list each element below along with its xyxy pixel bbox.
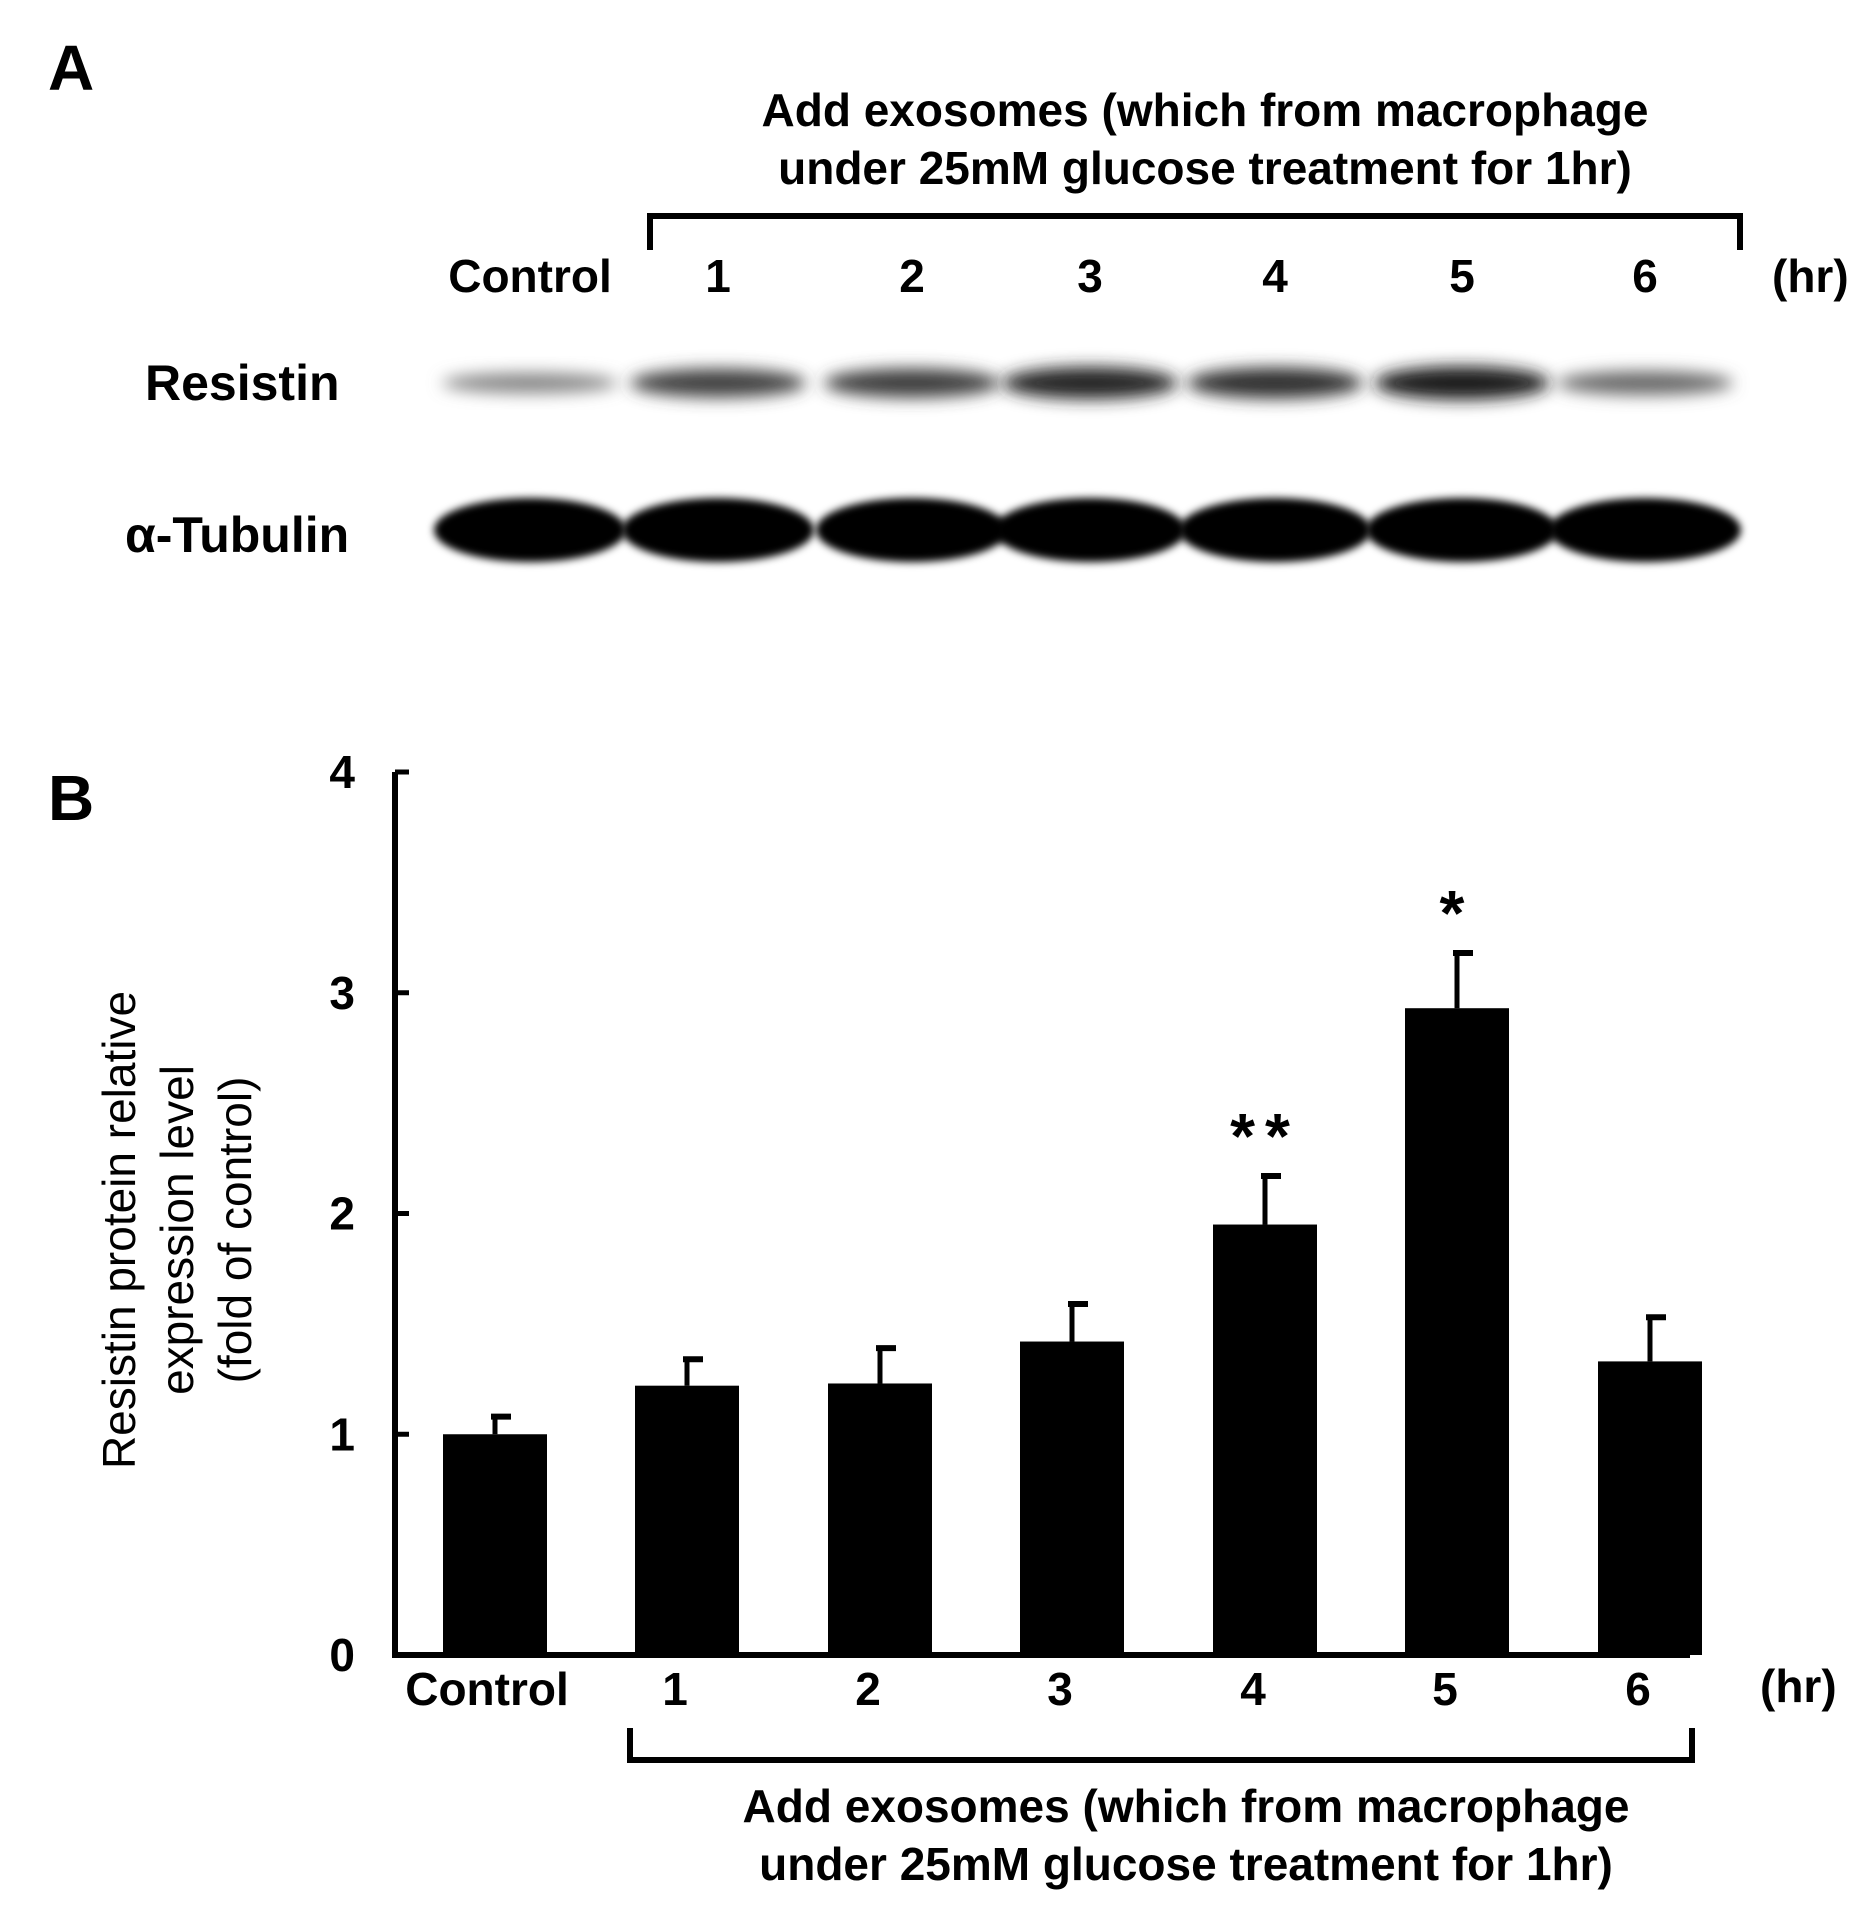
panel-b-letter: B (48, 762, 94, 834)
x-tick-label: 1 (662, 1663, 688, 1715)
y-axis-label: Resistin protein relative expression lev… (93, 991, 261, 1469)
x-tick-label: 4 (1240, 1663, 1266, 1715)
x-tick-label: Control (405, 1663, 569, 1715)
y-axis-ticks: 0 1 2 3 4 (329, 746, 409, 1681)
blot-lane-label: 2 (899, 250, 925, 302)
blot-tubulin-row (434, 498, 1741, 562)
bar (1213, 1224, 1317, 1655)
blot-band-resistin (1002, 366, 1178, 400)
blot-band-resistin (1557, 371, 1733, 395)
y-tick-label: 0 (329, 1629, 355, 1681)
bar (1405, 1008, 1509, 1655)
blot-lane-label: 3 (1077, 250, 1103, 302)
blot-band-tubulin (1179, 498, 1371, 562)
blot-band-tubulin (622, 498, 814, 562)
bar (443, 1434, 547, 1655)
blot-lane-label: Control (448, 250, 612, 302)
blot-band-tubulin (434, 498, 626, 562)
y-tick-label: 3 (329, 967, 355, 1019)
x-tick-label: 5 (1432, 1663, 1458, 1715)
blot-band-tubulin (816, 498, 1008, 562)
panel-a-treatment-line1: Add exosomes (which from macrophage (762, 84, 1649, 136)
bar (828, 1383, 932, 1655)
x-tick-label: 2 (855, 1663, 881, 1715)
panel-b-treatment-line2: under 25mM glucose treatment for 1hr) (759, 1838, 1613, 1890)
blot-band-tubulin (994, 498, 1186, 562)
panel-a-treatment-bracket (647, 213, 1743, 250)
panel-a-unit-label: (hr) (1772, 250, 1849, 302)
panel-a: A Add exosomes (which from macrophage un… (48, 32, 1849, 563)
blot-lane-label: 4 (1262, 250, 1288, 302)
bar (1598, 1361, 1702, 1655)
blot-row-label-resistin: Resistin (145, 355, 340, 411)
bar-series: *** (443, 877, 1702, 1655)
y-tick-label: 4 (329, 746, 355, 798)
blot-band-resistin (442, 372, 618, 394)
bar (635, 1385, 739, 1655)
y-axis-label-line2: expression level (151, 1065, 203, 1395)
y-axis-label-line3: (fold of control) (209, 1077, 261, 1384)
bar (1020, 1341, 1124, 1655)
blot-band-resistin (1374, 366, 1550, 400)
blot-lane-label: 5 (1449, 250, 1475, 302)
panel-b-treatment-bracket (627, 1728, 1695, 1763)
significance-label: * (1440, 877, 1475, 949)
blot-band-tubulin (1366, 498, 1558, 562)
blot-resistin-row (442, 366, 1733, 400)
panel-b: B Resistin protein relative expression l… (48, 746, 1837, 1890)
panel-a-letter: A (48, 32, 94, 104)
panel-b-unit-label: (hr) (1760, 1660, 1837, 1712)
blot-lane-labels: Control 1 2 3 4 5 6 (448, 250, 1658, 302)
blot-lane-label: 6 (1632, 250, 1658, 302)
blot-band-tubulin (1549, 498, 1741, 562)
y-axis-label-line1: Resistin protein relative (93, 991, 145, 1469)
blot-band-resistin (1187, 367, 1363, 399)
y-tick-label: 2 (329, 1188, 355, 1240)
panel-a-treatment-line2: under 25mM glucose treatment for 1hr) (778, 142, 1632, 194)
blot-band-resistin (630, 368, 806, 398)
y-tick-label: 1 (329, 1408, 355, 1460)
x-tick-label: 6 (1625, 1663, 1651, 1715)
blot-band-resistin (824, 368, 1000, 398)
panel-b-treatment-line1: Add exosomes (which from macrophage (743, 1780, 1630, 1832)
significance-label: ** (1230, 1100, 1300, 1172)
blot-lane-label: 1 (705, 250, 731, 302)
blot-row-label-tubulin: α-Tubulin (125, 507, 349, 563)
x-axis-tick-labels: Control 1 2 3 4 5 6 (405, 1663, 1651, 1715)
x-tick-label: 3 (1047, 1663, 1073, 1715)
